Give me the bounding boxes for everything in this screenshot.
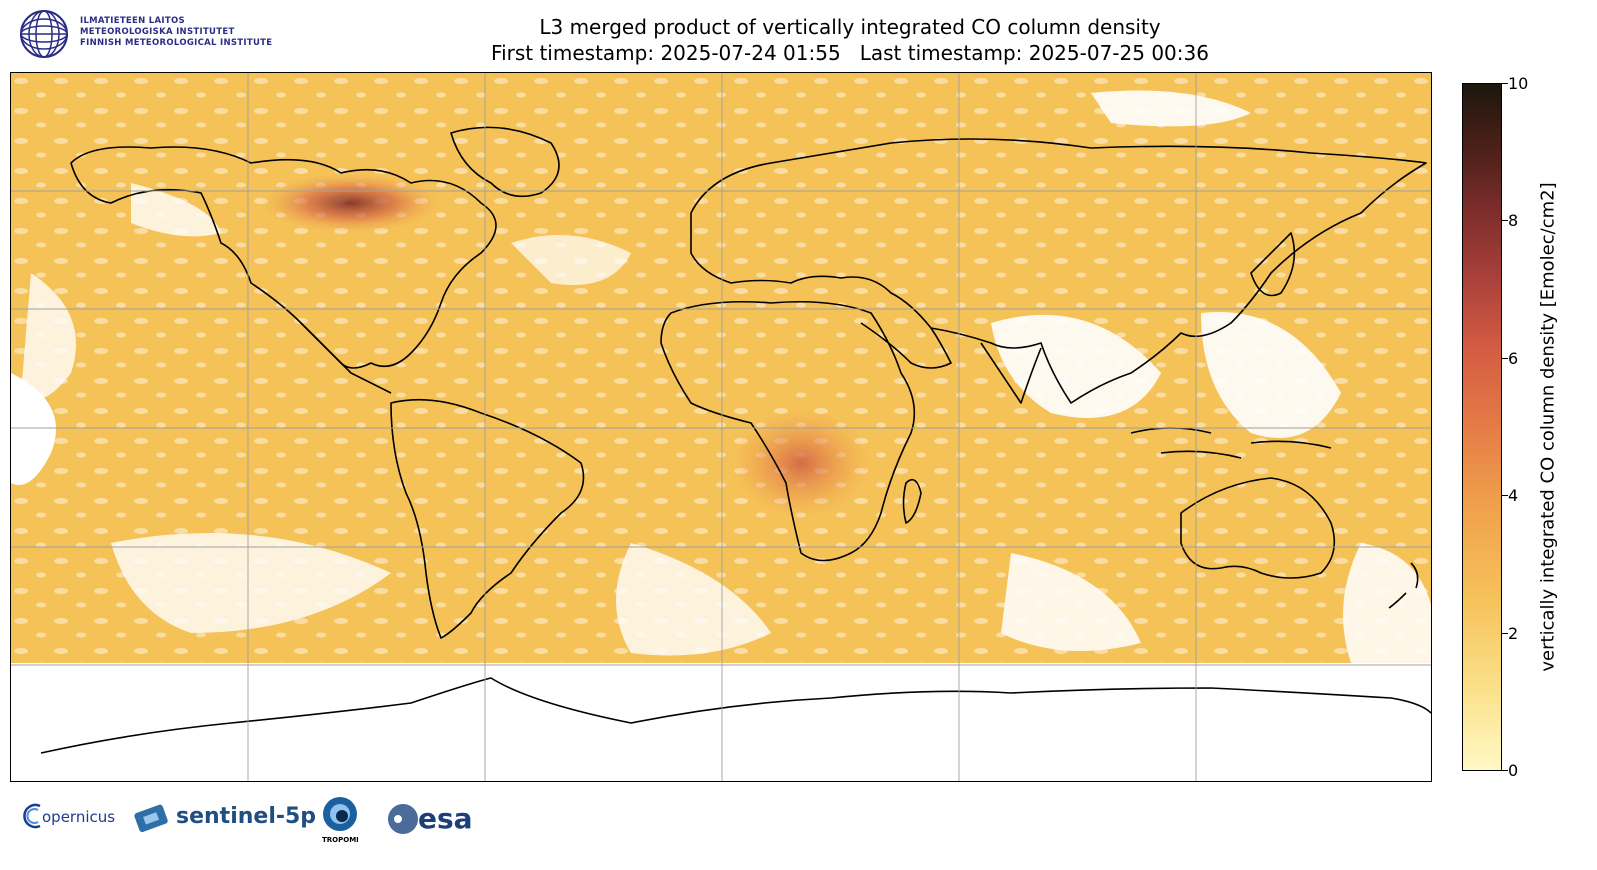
colorbar-tick-2 xyxy=(1502,633,1508,634)
footer-logos: opernicus sentinel-5p TROPOMI esa xyxy=(0,790,600,860)
coastline-antarctica xyxy=(40,677,1431,754)
copernicus-logo-text: opernicus xyxy=(42,808,116,826)
colorbar-label-6: 6 xyxy=(1508,349,1519,368)
fmi-globe-icon xyxy=(20,10,68,58)
sentinel-logo-text: sentinel-5p xyxy=(176,804,317,829)
gridlines xyxy=(11,73,1431,781)
colorbar-label-8: 8 xyxy=(1508,211,1519,230)
coastline-madagascar xyxy=(902,478,922,524)
coastline-india xyxy=(980,342,1042,404)
colorbar xyxy=(1462,83,1502,771)
colorbar-label-2: 2 xyxy=(1508,624,1519,643)
coastline-central-america xyxy=(300,322,392,394)
colorbar-tick-4 xyxy=(1502,495,1508,496)
coastline-new-zealand xyxy=(1388,562,1419,609)
tropomi-eye-icon xyxy=(323,797,357,831)
coastlines xyxy=(40,126,1431,754)
colorbar-label-0: 0 xyxy=(1508,761,1519,780)
fmi-logo-line-1: ILMATIETEEN LAITOS xyxy=(80,16,185,26)
coastline-africa xyxy=(660,300,916,562)
colorbar-tick-6 xyxy=(1502,358,1508,359)
colorbar-tick-0 xyxy=(1502,770,1508,771)
coastline-japan xyxy=(1250,232,1296,297)
colorbar-label-4: 4 xyxy=(1508,486,1519,505)
title-line-1: L3 merged product of vertically integrat… xyxy=(539,15,1161,39)
esa-logo-text: esa xyxy=(418,802,473,835)
coastline-arabia xyxy=(860,322,952,369)
colorbar-axis-label: vertically integrated CO column density … xyxy=(1537,182,1559,672)
coastline-north-america xyxy=(70,146,497,369)
hotspot-canada xyxy=(261,173,441,233)
tropomi-logo-text: TROPOMI xyxy=(322,836,359,844)
map-panel xyxy=(10,72,1432,782)
esa-icon xyxy=(388,804,418,834)
hotspot-central-africa xyxy=(731,408,871,518)
colorbar-label-10: 10 xyxy=(1508,74,1529,93)
fmi-logo: ILMATIETEEN LAITOS METEOROLOGISKA INSTIT… xyxy=(18,8,298,60)
co-density-map xyxy=(11,73,1431,781)
fmi-logo-line-2: METEOROLOGISKA INSTITUTET xyxy=(80,27,235,37)
copernicus-icon xyxy=(23,803,41,829)
title-line-2: First timestamp: 2025-07-24 01:55 Last t… xyxy=(491,41,1209,65)
figure-title: L3 merged product of vertically integrat… xyxy=(300,14,1400,66)
fmi-logo-line-3: FINNISH METEOROLOGICAL INSTITUTE xyxy=(80,38,273,48)
coastline-eurasia xyxy=(690,138,1427,404)
coastline-australia xyxy=(1180,477,1336,579)
colorbar-tick-10 xyxy=(1502,83,1508,84)
sentinel-satellite-icon xyxy=(134,804,168,833)
fmi-logo-text: ILMATIETEEN LAITOS METEOROLOGISKA INSTIT… xyxy=(80,16,272,49)
colorbar-tick-8 xyxy=(1502,220,1508,221)
